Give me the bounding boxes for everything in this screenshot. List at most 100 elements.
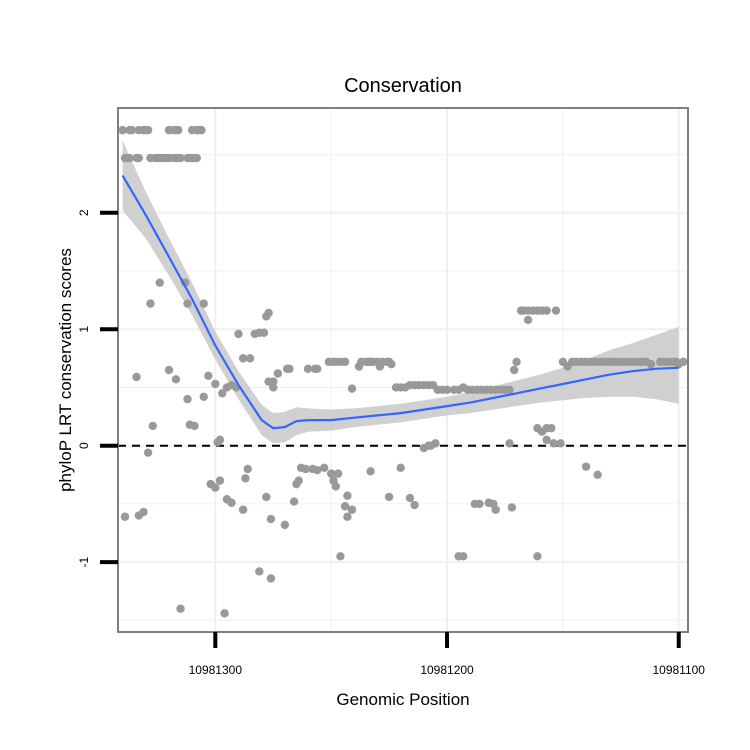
data-point <box>396 463 405 473</box>
x-axis-title: Genomic Position <box>336 690 469 709</box>
data-point <box>593 470 602 479</box>
data-point <box>475 499 484 509</box>
x-axis: 10981300 10981200 10981100 <box>189 632 705 677</box>
data-point <box>143 448 153 457</box>
data-point <box>199 299 208 308</box>
data-point <box>171 375 181 384</box>
data-point <box>313 364 322 374</box>
data-point <box>551 306 561 315</box>
data-point <box>183 394 192 404</box>
data-point <box>556 439 565 448</box>
data-point <box>264 308 273 318</box>
data-point <box>347 384 357 393</box>
data-point <box>183 299 192 308</box>
y-tick-label: 2 <box>77 209 91 216</box>
y-tick-label: 1 <box>77 326 91 333</box>
data-point <box>164 365 174 375</box>
data-point <box>266 574 276 583</box>
data-point <box>234 329 243 339</box>
x-tick-label: 10981300 <box>189 663 243 677</box>
smooth-line-group <box>121 174 679 430</box>
data-point <box>301 464 310 474</box>
data-point <box>211 483 220 492</box>
data-point <box>148 421 157 431</box>
data-point <box>120 512 130 521</box>
data-point <box>176 153 185 163</box>
data-point <box>294 476 303 485</box>
data-point <box>343 491 352 500</box>
data-point <box>262 492 271 502</box>
data-point <box>273 369 283 378</box>
data-point <box>211 379 220 389</box>
data-point <box>431 439 440 448</box>
data-point <box>143 125 153 135</box>
data-point <box>512 357 521 367</box>
data-point <box>289 497 299 506</box>
data-point <box>442 385 452 394</box>
data-point <box>255 567 264 576</box>
data-point <box>646 359 656 369</box>
y-tick-label: -1 <box>77 556 91 567</box>
data-point <box>227 498 236 507</box>
data-point <box>197 125 206 135</box>
data-point <box>303 364 313 374</box>
data-point <box>320 463 329 473</box>
data-point <box>269 377 278 386</box>
data-point <box>238 354 248 363</box>
data-point <box>679 357 688 367</box>
data-point <box>313 465 322 475</box>
data-point <box>245 354 255 363</box>
chart-title: Conservation <box>344 75 462 97</box>
data-point <box>174 125 183 135</box>
data-point <box>533 552 542 561</box>
data-point <box>459 552 468 561</box>
data-point <box>384 492 394 502</box>
data-point <box>387 359 396 369</box>
data-point <box>155 278 164 287</box>
data-point <box>542 306 551 315</box>
data-point <box>491 505 500 514</box>
data-point <box>192 153 201 163</box>
data-point <box>510 365 519 375</box>
data-point <box>259 328 269 337</box>
data-point <box>549 439 558 448</box>
data-point <box>118 125 127 135</box>
data-point <box>280 520 290 530</box>
data-point <box>326 469 336 478</box>
data-point <box>139 507 148 517</box>
data-point <box>547 424 556 433</box>
data-point <box>285 364 294 374</box>
data-point <box>204 371 213 381</box>
data-point <box>340 502 350 511</box>
y-axis: -1 0 1 2 <box>77 209 118 567</box>
data-point <box>331 482 341 491</box>
data-point <box>405 493 415 503</box>
data-point <box>505 385 514 394</box>
data-point <box>215 435 225 445</box>
data-point <box>507 503 517 512</box>
data-point <box>127 125 137 135</box>
data-point <box>581 462 591 471</box>
data-point <box>347 505 357 514</box>
data-point <box>340 357 350 367</box>
data-point <box>505 439 514 448</box>
data-point <box>176 604 185 613</box>
data-point <box>366 467 375 476</box>
y-tick-label: 0 <box>77 442 91 449</box>
data-point <box>410 500 419 510</box>
data-point <box>199 392 208 401</box>
data-points <box>118 125 688 618</box>
data-point <box>343 512 352 521</box>
panel-border <box>117 107 689 633</box>
data-point <box>238 505 248 514</box>
data-point <box>215 476 225 485</box>
data-point <box>220 609 229 618</box>
data-point <box>241 474 250 483</box>
data-point <box>132 372 141 382</box>
y-axis-title: phyloP LRT conservation scores <box>56 248 75 492</box>
data-point <box>523 315 533 325</box>
data-point <box>134 153 144 163</box>
data-point <box>125 153 134 163</box>
data-point <box>336 552 345 561</box>
